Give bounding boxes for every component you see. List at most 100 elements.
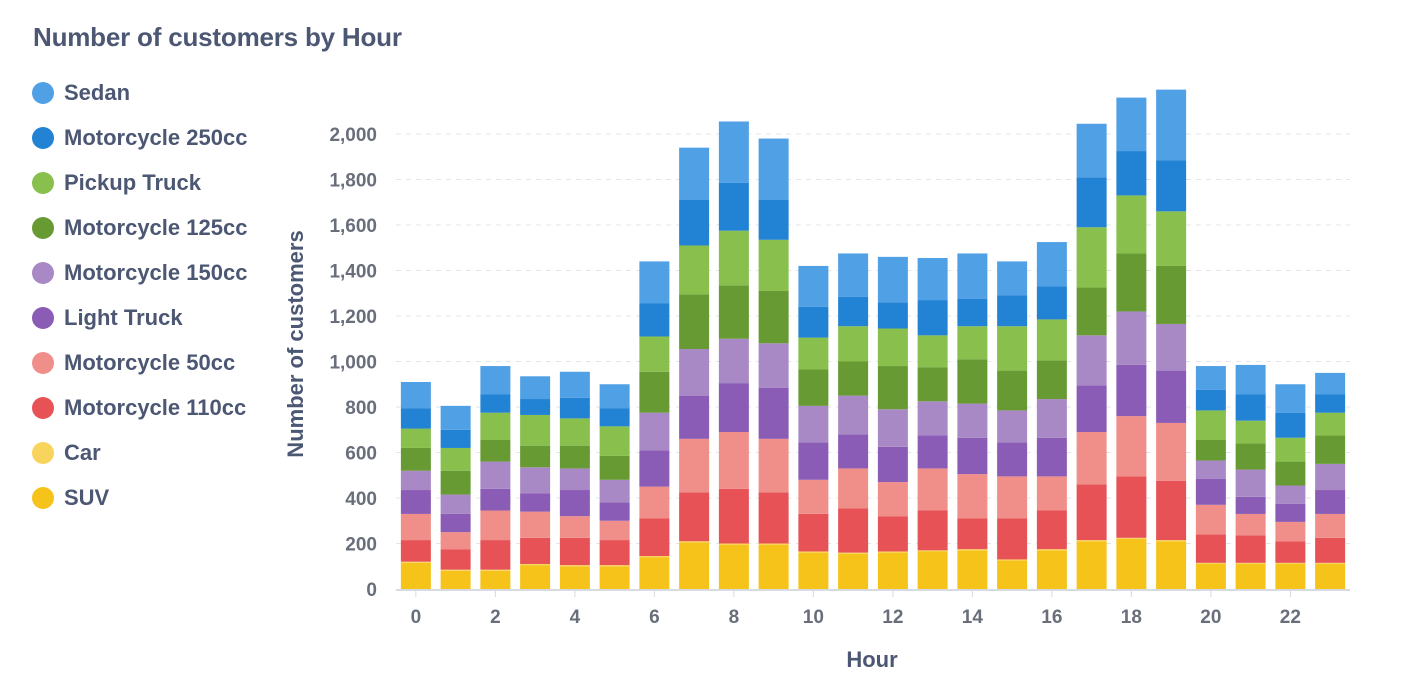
bar-light-truck-hour-8[interactable] xyxy=(718,383,749,433)
bar-motorcycle-110cc-hour-13[interactable] xyxy=(917,510,948,551)
bar-pickup-truck-hour-19[interactable] xyxy=(1156,211,1187,266)
bar-motorcycle-50cc-hour-15[interactable] xyxy=(997,476,1028,519)
bar-motorcycle-125cc-hour-18[interactable] xyxy=(1116,253,1147,312)
bar-motorcycle-110cc-hour-12[interactable] xyxy=(877,516,908,552)
bar-light-truck-hour-20[interactable] xyxy=(1195,478,1226,505)
bar-motorcycle-110cc-hour-23[interactable] xyxy=(1315,537,1346,563)
legend-item-motorcycle-50cc[interactable]: Motorcycle 50cc xyxy=(32,340,292,385)
bar-motorcycle-150cc-hour-21[interactable] xyxy=(1235,469,1266,497)
bar-pickup-truck-hour-5[interactable] xyxy=(599,426,630,456)
bar-car-hour-12[interactable] xyxy=(877,551,908,553)
bar-motorcycle-125cc-hour-19[interactable] xyxy=(1156,265,1187,324)
bar-motorcycle-125cc-hour-10[interactable] xyxy=(798,369,829,406)
bar-light-truck-hour-13[interactable] xyxy=(917,435,948,469)
bar-motorcycle-110cc-hour-19[interactable] xyxy=(1156,480,1187,541)
bar-sedan-hour-4[interactable] xyxy=(559,371,590,398)
bar-motorcycle-150cc-hour-11[interactable] xyxy=(838,395,869,435)
bar-motorcycle-110cc-hour-17[interactable] xyxy=(1076,484,1107,541)
legend-item-sedan[interactable]: Sedan xyxy=(32,70,292,115)
bar-pickup-truck-hour-11[interactable] xyxy=(838,326,869,362)
bar-car-hour-8[interactable] xyxy=(718,543,749,545)
bar-car-hour-10[interactable] xyxy=(798,551,829,553)
bar-motorcycle-125cc-hour-4[interactable] xyxy=(559,445,590,469)
bar-motorcycle-125cc-hour-13[interactable] xyxy=(917,367,948,402)
bar-motorcycle-50cc-hour-10[interactable] xyxy=(798,479,829,514)
bar-motorcycle-50cc-hour-22[interactable] xyxy=(1275,521,1306,542)
bar-motorcycle-50cc-hour-20[interactable] xyxy=(1195,504,1226,535)
legend-item-light-truck[interactable]: Light Truck xyxy=(32,295,292,340)
bar-light-truck-hour-14[interactable] xyxy=(957,437,988,475)
bar-light-truck-hour-0[interactable] xyxy=(400,490,431,514)
bar-motorcycle-125cc-hour-15[interactable] xyxy=(997,370,1028,411)
bar-motorcycle-150cc-hour-6[interactable] xyxy=(639,412,670,451)
bar-car-hour-1[interactable] xyxy=(440,569,471,571)
bar-motorcycle-50cc-hour-11[interactable] xyxy=(838,468,869,509)
bar-motorcycle-110cc-hour-7[interactable] xyxy=(679,492,710,542)
bar-motorcycle-250cc-hour-6[interactable] xyxy=(639,303,670,337)
bar-motorcycle-125cc-hour-20[interactable] xyxy=(1195,439,1226,461)
bar-light-truck-hour-11[interactable] xyxy=(838,434,869,469)
bar-motorcycle-50cc-hour-17[interactable] xyxy=(1076,432,1107,485)
bar-sedan-hour-3[interactable] xyxy=(520,376,551,400)
bar-motorcycle-250cc-hour-18[interactable] xyxy=(1116,151,1147,196)
bar-motorcycle-150cc-hour-3[interactable] xyxy=(520,467,551,494)
bar-motorcycle-110cc-hour-6[interactable] xyxy=(639,518,670,557)
bar-motorcycle-250cc-hour-9[interactable] xyxy=(758,199,789,240)
bar-pickup-truck-hour-3[interactable] xyxy=(520,414,551,446)
bar-light-truck-hour-3[interactable] xyxy=(520,493,551,512)
bar-car-hour-18[interactable] xyxy=(1116,537,1147,539)
bar-motorcycle-125cc-hour-0[interactable] xyxy=(400,447,431,471)
bar-motorcycle-110cc-hour-20[interactable] xyxy=(1195,534,1226,563)
bar-motorcycle-150cc-hour-4[interactable] xyxy=(559,468,590,491)
bar-motorcycle-125cc-hour-21[interactable] xyxy=(1235,443,1266,470)
bar-motorcycle-250cc-hour-15[interactable] xyxy=(997,295,1028,327)
bar-motorcycle-250cc-hour-4[interactable] xyxy=(559,397,590,419)
bar-motorcycle-125cc-hour-23[interactable] xyxy=(1315,435,1346,464)
bar-motorcycle-250cc-hour-3[interactable] xyxy=(520,399,551,415)
bar-pickup-truck-hour-21[interactable] xyxy=(1235,420,1266,444)
bar-motorcycle-50cc-hour-7[interactable] xyxy=(679,438,710,493)
bar-suv-hour-3[interactable] xyxy=(520,565,551,589)
bar-motorcycle-150cc-hour-16[interactable] xyxy=(1036,399,1067,438)
bar-light-truck-hour-2[interactable] xyxy=(480,488,511,511)
bar-suv-hour-6[interactable] xyxy=(639,557,670,589)
bar-car-hour-6[interactable] xyxy=(639,556,670,558)
bar-motorcycle-125cc-hour-22[interactable] xyxy=(1275,461,1306,486)
bar-motorcycle-125cc-hour-5[interactable] xyxy=(599,455,630,480)
bar-motorcycle-50cc-hour-16[interactable] xyxy=(1036,476,1067,511)
bar-motorcycle-50cc-hour-21[interactable] xyxy=(1235,513,1266,536)
bar-motorcycle-250cc-hour-22[interactable] xyxy=(1275,412,1306,438)
bar-light-truck-hour-15[interactable] xyxy=(997,442,1028,477)
bar-motorcycle-50cc-hour-18[interactable] xyxy=(1116,416,1147,477)
bar-suv-hour-7[interactable] xyxy=(679,542,710,589)
bar-motorcycle-110cc-hour-18[interactable] xyxy=(1116,476,1147,538)
bar-pickup-truck-hour-7[interactable] xyxy=(679,245,710,295)
bar-motorcycle-125cc-hour-14[interactable] xyxy=(957,359,988,404)
bar-motorcycle-50cc-hour-8[interactable] xyxy=(718,432,749,489)
bar-motorcycle-50cc-hour-6[interactable] xyxy=(639,486,670,519)
bar-motorcycle-50cc-hour-0[interactable] xyxy=(400,513,431,541)
bar-motorcycle-150cc-hour-13[interactable] xyxy=(917,401,948,436)
bar-motorcycle-125cc-hour-9[interactable] xyxy=(758,290,789,344)
bar-pickup-truck-hour-8[interactable] xyxy=(718,230,749,286)
bar-pickup-truck-hour-18[interactable] xyxy=(1116,195,1147,254)
bar-motorcycle-110cc-hour-14[interactable] xyxy=(957,518,988,550)
legend-item-motorcycle-110cc[interactable]: Motorcycle 110cc xyxy=(32,385,292,430)
bar-sedan-hour-9[interactable] xyxy=(758,138,789,200)
bar-motorcycle-50cc-hour-12[interactable] xyxy=(877,482,908,517)
bar-motorcycle-250cc-hour-5[interactable] xyxy=(599,408,630,427)
bar-sedan-hour-19[interactable] xyxy=(1156,89,1187,161)
legend-item-pickup-truck[interactable]: Pickup Truck xyxy=(32,160,292,205)
bar-car-hour-21[interactable] xyxy=(1235,562,1266,564)
bar-sedan-hour-10[interactable] xyxy=(798,265,829,307)
bar-suv-hour-20[interactable] xyxy=(1195,563,1226,589)
bar-suv-hour-21[interactable] xyxy=(1235,563,1266,589)
bar-light-truck-hour-10[interactable] xyxy=(798,442,829,480)
bar-motorcycle-50cc-hour-4[interactable] xyxy=(559,516,590,538)
bar-pickup-truck-hour-10[interactable] xyxy=(798,337,829,370)
bar-car-hour-14[interactable] xyxy=(957,549,988,551)
bar-suv-hour-2[interactable] xyxy=(480,570,511,589)
bar-suv-hour-11[interactable] xyxy=(838,553,869,589)
bar-motorcycle-250cc-hour-13[interactable] xyxy=(917,300,948,336)
bar-motorcycle-110cc-hour-21[interactable] xyxy=(1235,535,1266,563)
